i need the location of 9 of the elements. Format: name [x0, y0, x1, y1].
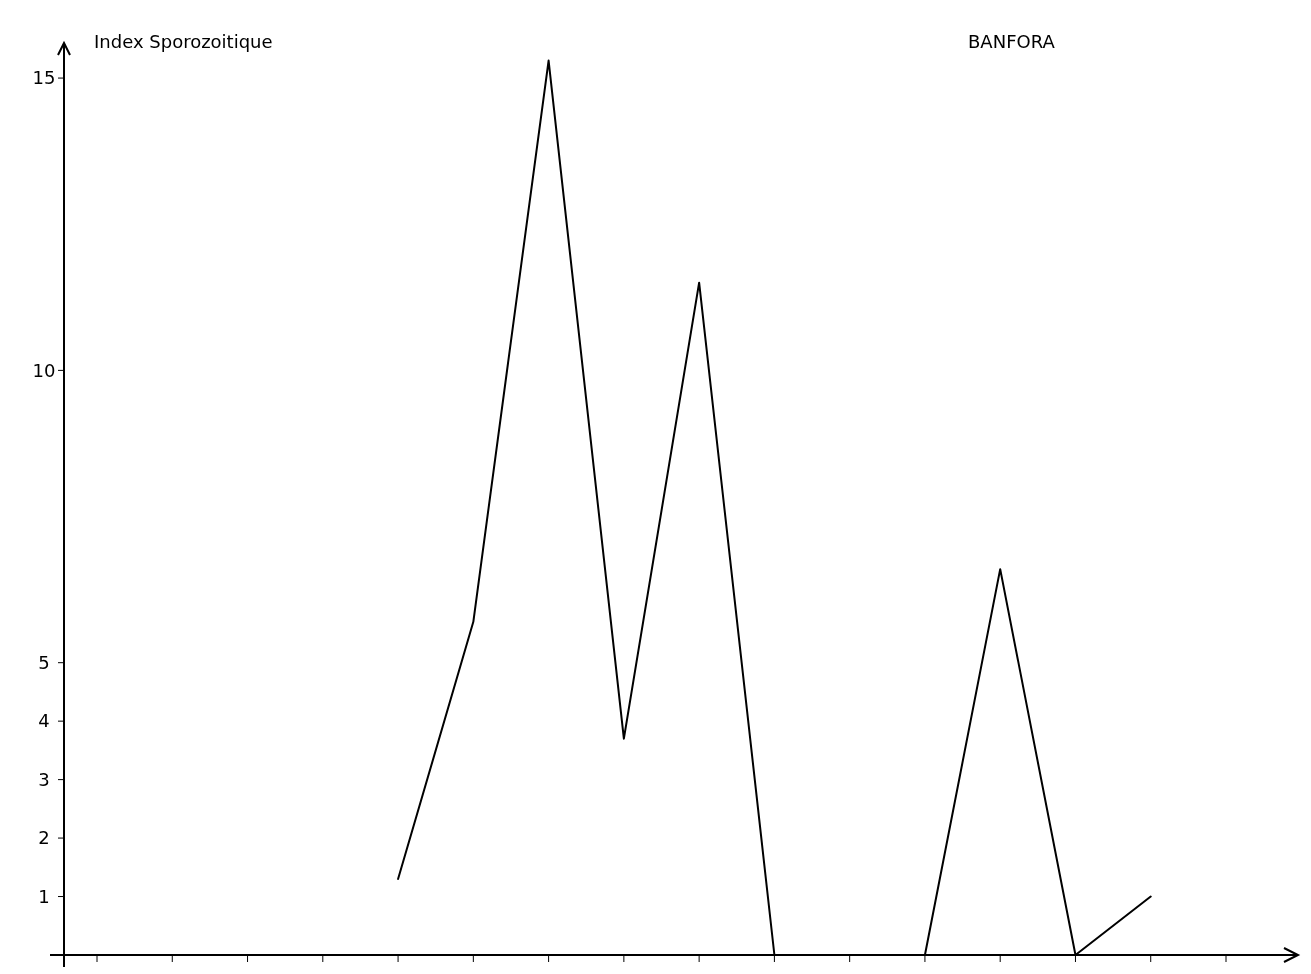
y-tick-label: 3 [38, 768, 50, 790]
chart-title: BANFORA [968, 31, 1056, 52]
y-tick-label: 5 [38, 651, 50, 673]
y-tick-label: 15 [32, 67, 56, 89]
y-tick-label: 2 [38, 827, 50, 849]
y-tick-label: 1 [38, 885, 50, 907]
y-tick-label: 4 [38, 710, 50, 732]
y-tick-label: 10 [32, 359, 56, 381]
y-axis-title: Index Sporozoitique [94, 31, 273, 52]
